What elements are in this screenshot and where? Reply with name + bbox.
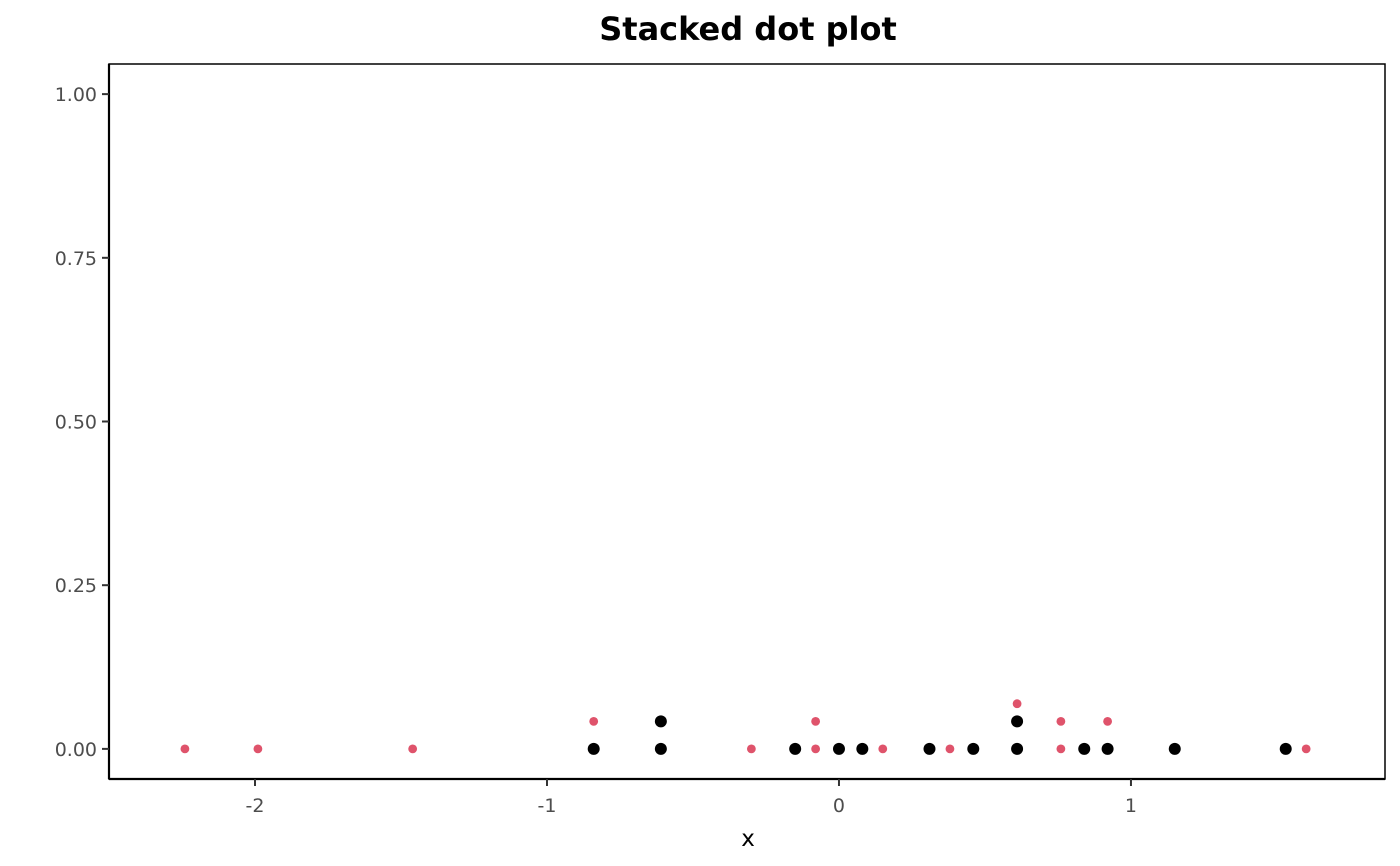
x-tick-label: 0 bbox=[833, 795, 845, 817]
data-point bbox=[1301, 744, 1311, 754]
data-point bbox=[1012, 699, 1022, 709]
data-point bbox=[923, 742, 936, 755]
data-point bbox=[945, 744, 955, 754]
data-point bbox=[1168, 742, 1181, 755]
data-point bbox=[967, 742, 980, 755]
data-point bbox=[180, 744, 190, 754]
data-point bbox=[746, 744, 756, 754]
data-point bbox=[1279, 742, 1292, 755]
data-point bbox=[1101, 742, 1114, 755]
y-tick-label: 1.00 bbox=[55, 84, 97, 106]
data-point bbox=[1011, 715, 1024, 728]
data-point bbox=[589, 716, 599, 726]
data-point bbox=[587, 742, 600, 755]
data-point bbox=[654, 715, 667, 728]
y-tick-label: 0.25 bbox=[55, 575, 97, 597]
data-point bbox=[856, 742, 869, 755]
x-axis-title: x bbox=[741, 826, 755, 852]
data-point bbox=[811, 744, 821, 754]
axes: 0.00 0.25 0.50 0.75 1.00 -2 -1 0 1 bbox=[55, 64, 1385, 817]
plot-panel bbox=[108, 63, 1386, 780]
chart-title: Stacked dot plot bbox=[599, 10, 897, 48]
data-point bbox=[1056, 716, 1066, 726]
x-tick-label: -1 bbox=[538, 795, 557, 817]
y-tick-label: 0.00 bbox=[55, 739, 97, 761]
data-point bbox=[1011, 742, 1024, 755]
series-0 bbox=[587, 715, 1292, 755]
data-point bbox=[811, 716, 821, 726]
data-point bbox=[878, 744, 888, 754]
data-points bbox=[180, 699, 1311, 755]
data-point bbox=[253, 744, 263, 754]
data-point bbox=[1078, 742, 1091, 755]
data-point bbox=[789, 742, 802, 755]
data-point bbox=[832, 742, 845, 755]
series-1 bbox=[180, 699, 1311, 754]
data-point bbox=[408, 744, 418, 754]
y-tick-label: 0.75 bbox=[55, 248, 97, 270]
x-tick-label: 1 bbox=[1125, 795, 1137, 817]
data-point bbox=[1056, 744, 1066, 754]
data-point bbox=[1103, 716, 1113, 726]
data-point bbox=[654, 742, 667, 755]
y-tick-label: 0.50 bbox=[55, 412, 97, 434]
x-tick-label: -2 bbox=[246, 795, 265, 817]
